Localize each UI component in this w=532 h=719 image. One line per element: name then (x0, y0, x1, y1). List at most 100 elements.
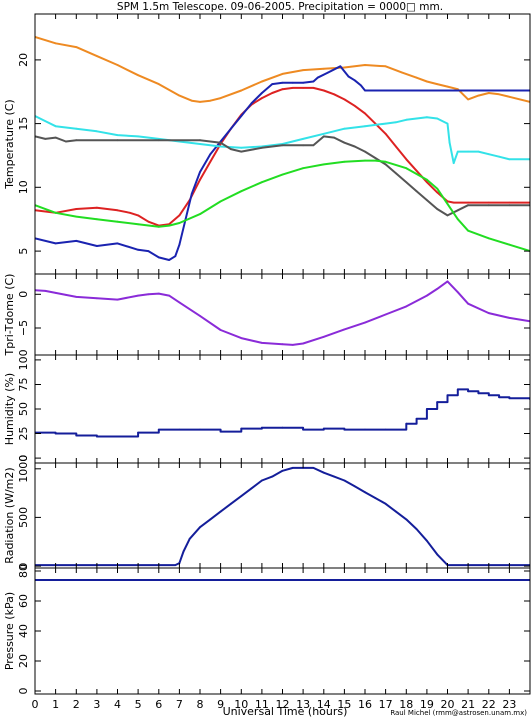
data-point (384, 122, 387, 125)
chart-title: SPM 1.5m Telescope. 09-06-2005. Precipit… (117, 1, 443, 13)
data-point (446, 85, 449, 88)
data-point (65, 140, 67, 143)
data-point (487, 92, 490, 94)
data-point (415, 117, 418, 120)
data-point (281, 469, 284, 472)
data-point (405, 305, 408, 308)
data-point (168, 259, 171, 261)
data-point (219, 510, 222, 513)
data-point (508, 397, 511, 400)
data-point (157, 292, 160, 295)
data-point (230, 127, 232, 130)
data-point (436, 187, 439, 190)
data-point (281, 73, 284, 75)
x-axis-label: Universal Time (hours) (223, 705, 348, 718)
data-point (96, 245, 98, 247)
data-point (75, 215, 78, 218)
data-point (174, 564, 177, 566)
data-point (436, 553, 439, 556)
data-point (219, 97, 222, 99)
y-axis-label: Radiation (W/m2) (3, 467, 16, 563)
data-point (487, 204, 490, 207)
data-point (157, 256, 160, 259)
data-point (291, 81, 294, 84)
data-point (436, 288, 439, 290)
x-tick-label: 18 (399, 698, 413, 711)
x-tick-label: 21 (461, 698, 475, 711)
data-point (271, 475, 274, 478)
data-point (498, 93, 500, 96)
data-point (364, 112, 366, 115)
plot-frame (34, 354, 531, 464)
data-point (395, 510, 397, 513)
data-point (137, 74, 140, 77)
data-point (54, 292, 57, 294)
data-point (487, 153, 490, 156)
x-tick-label: 15 (337, 698, 351, 711)
data-point (96, 130, 98, 133)
data-point (75, 127, 78, 130)
data-point (364, 89, 366, 92)
y-axis-label: Temperature (C) (3, 99, 16, 189)
data-point (199, 178, 201, 181)
y-tick-label: 50 (17, 402, 30, 416)
data-point (199, 526, 201, 529)
data-point (353, 79, 356, 82)
data-point (178, 94, 181, 97)
data-point (508, 201, 511, 204)
x-tick-label: 4 (114, 698, 121, 711)
y-tick-label: 0 (17, 688, 30, 695)
data-point (199, 171, 201, 173)
y-tick-label: 10 (17, 180, 30, 194)
data-point (426, 199, 428, 202)
data-point (240, 337, 243, 339)
data-point (374, 497, 377, 499)
data-point (415, 417, 418, 420)
data-point (508, 89, 511, 92)
data-point (333, 475, 335, 478)
data-point (209, 160, 212, 163)
x-tick-label: 14 (317, 698, 331, 711)
x-tick-label: 11 (255, 698, 269, 711)
data-point (467, 204, 469, 207)
data-point (178, 214, 181, 217)
data-point (261, 80, 263, 83)
data-point (426, 80, 428, 83)
data-point (261, 342, 263, 344)
data-point (353, 145, 356, 148)
data-point (384, 428, 387, 431)
data-point (426, 294, 428, 297)
data-point (384, 89, 387, 92)
data-point (448, 141, 451, 144)
data-point (75, 46, 78, 48)
x-tick-label: 20 (441, 698, 455, 711)
data-point (209, 153, 212, 156)
data-point (291, 344, 294, 346)
data-point (353, 104, 356, 107)
data-point (137, 294, 140, 297)
data-point (54, 242, 57, 245)
data-point (316, 76, 319, 79)
x-tick-label: 0 (32, 698, 39, 711)
data-point (281, 343, 284, 346)
data-point (137, 431, 140, 434)
data-point (302, 81, 304, 84)
data-point (312, 87, 315, 89)
data-point (302, 138, 304, 140)
data-point (322, 132, 325, 135)
data-point (157, 83, 160, 85)
data-point (477, 392, 480, 395)
data-point (456, 150, 459, 153)
data-point (415, 169, 418, 172)
data-point (467, 150, 469, 153)
data-point (508, 317, 511, 319)
data-point (219, 430, 222, 433)
data-point (116, 134, 119, 137)
x-tick-label: 5 (135, 698, 142, 711)
data-point (240, 190, 243, 193)
data-point (116, 220, 119, 223)
data-point (467, 302, 469, 305)
data-point (436, 208, 439, 210)
data-point (498, 155, 500, 158)
